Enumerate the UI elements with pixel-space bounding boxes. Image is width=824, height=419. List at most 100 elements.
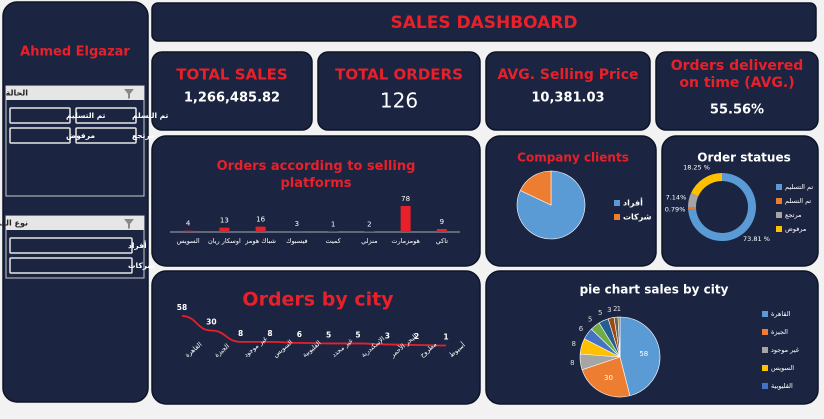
kpi-panel — [317, 51, 481, 131]
bar — [183, 230, 194, 232]
slicer-item: أفراد — [128, 240, 147, 250]
kpi-value: 126 — [380, 89, 418, 113]
legend-label: شركات — [623, 213, 652, 222]
data-label: 5 — [326, 330, 331, 339]
slicer-header — [6, 216, 144, 230]
legend-label: غير موجود — [771, 346, 800, 354]
data-label: 5 — [355, 330, 360, 339]
slice — [619, 316, 661, 397]
data-label: 73.81 % — [743, 235, 770, 243]
slicer-title: الحالة — [6, 89, 29, 98]
kpi-value: 1,266,485.82 — [184, 91, 280, 106]
data-label: 8 — [238, 329, 243, 338]
kpi-panel — [151, 51, 313, 131]
slicer-button[interactable] — [75, 127, 137, 144]
legend-label: تم التسليم — [785, 183, 813, 191]
kpi-label: AVG. Selling Price — [498, 67, 639, 83]
data-label: 58 — [639, 350, 648, 358]
category-label: تاكي — [436, 237, 448, 245]
slice — [516, 170, 586, 240]
slicer-button[interactable] — [9, 127, 71, 144]
chart-title: Orders by city — [242, 289, 394, 311]
slicer-button[interactable] — [75, 107, 137, 124]
data-label: 30 — [604, 374, 613, 382]
chart-title: Company clients — [517, 151, 629, 165]
kpi-panel — [485, 51, 651, 131]
legend-swatch — [762, 383, 768, 389]
chart-title-box: Orders according to selling platforms — [216, 159, 416, 191]
legend-label: أفراد — [623, 198, 643, 208]
legend-swatch — [776, 212, 782, 218]
category-label: منزلي — [361, 237, 377, 245]
slicer-button[interactable] — [9, 257, 133, 274]
legend-label: مرتجع — [785, 211, 802, 219]
category-label: شباك هومز — [244, 237, 276, 245]
data-label: 16 — [256, 216, 265, 224]
data-label: 13 — [220, 217, 229, 225]
user-name: Ahmed Elgazar — [20, 45, 130, 60]
kpi-value: 55.56% — [710, 103, 764, 118]
legend-swatch — [762, 329, 768, 335]
slicer-item: مرفوض — [66, 131, 95, 140]
data-label: 5 — [588, 315, 592, 323]
data-label: 1 — [331, 221, 335, 229]
chart-panel — [151, 135, 481, 267]
chart-panel — [151, 270, 481, 405]
data-label: 3 — [607, 306, 611, 314]
bar — [255, 226, 266, 232]
slice — [688, 193, 699, 208]
bar — [364, 231, 375, 232]
legend-swatch — [776, 184, 782, 190]
slice — [691, 173, 722, 197]
data-label: 30 — [206, 317, 216, 326]
data-label: 6 — [297, 330, 302, 339]
legend-label: مرفوض — [785, 225, 806, 233]
data-label: 8 — [570, 359, 574, 367]
kpi-label: TOTAL SALES — [176, 66, 287, 84]
kpi-label-box: Orders delivered on time (AVG.) — [671, 58, 804, 91]
filter-icon — [124, 219, 134, 229]
category-label: اوسكار ريان — [208, 237, 241, 245]
data-label: 4 — [186, 220, 191, 228]
slicer-button[interactable] — [9, 237, 133, 254]
data-label: 18.25 % — [683, 164, 710, 172]
legend-label: القليوبية — [771, 382, 793, 390]
data-label: 2 — [414, 332, 419, 341]
chart-title: Orders according to selling platforms — [216, 159, 416, 191]
legend-swatch — [614, 214, 620, 220]
legend-swatch — [614, 200, 620, 206]
data-label: 3 — [295, 220, 299, 228]
header-panel — [151, 2, 817, 42]
kpi-panel — [655, 51, 819, 131]
kpi-value: 10,381.03 — [531, 91, 604, 106]
legend-label: تم التسلم — [785, 197, 811, 205]
bar — [219, 227, 230, 232]
slice — [617, 316, 621, 358]
slicer-item: شركات — [128, 261, 155, 270]
data-label: 58 — [177, 303, 187, 312]
legend-swatch — [762, 365, 768, 371]
slicer-header — [6, 86, 144, 100]
legend-swatch — [776, 226, 782, 232]
filter-icon — [124, 89, 134, 99]
chart-title: Order statues — [697, 151, 790, 165]
line — [181, 315, 447, 347]
data-label: 8 — [572, 340, 576, 348]
category-label: السويس — [177, 237, 200, 245]
data-label: 2 — [367, 220, 371, 228]
slicer-item: تم التسليم — [66, 111, 106, 120]
bar — [436, 229, 447, 232]
legend-swatch — [762, 347, 768, 353]
slice — [519, 170, 552, 206]
data-label: 3 — [385, 331, 390, 340]
slicer-button[interactable] — [9, 107, 71, 124]
bar — [291, 231, 302, 232]
legend-label: القاهرة — [771, 310, 791, 318]
data-label: 0.79% — [665, 205, 686, 213]
dashboard-title: SALES DASHBOARD — [390, 13, 577, 33]
bar — [400, 206, 411, 232]
data-label: 6 — [579, 325, 584, 333]
kpi-label: TOTAL ORDERS — [335, 66, 463, 84]
legend-label: السويس — [771, 364, 794, 372]
